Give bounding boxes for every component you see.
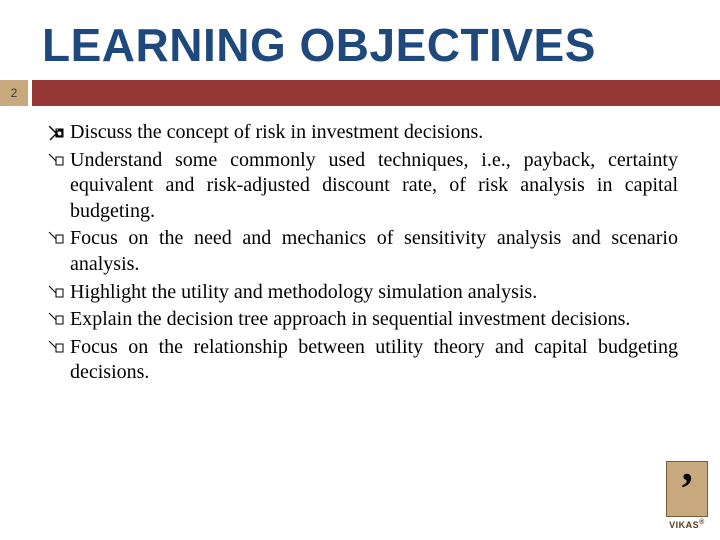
bullet-arrow-icon (48, 285, 64, 301)
bullet-text: Explain the decision tree approach in se… (70, 307, 678, 333)
brand-name: VIKAS (669, 520, 699, 530)
list-item: Focus on the relationship between utilit… (48, 335, 678, 386)
bullet-text: Understand some commonly used techniques… (70, 148, 678, 225)
bullet-arrow-icon (48, 231, 64, 247)
bullet-arrow-icon (48, 312, 64, 328)
slide-title: LEARNING OBJECTIVES (0, 0, 720, 80)
bullet-text: Highlight the utility and methodology si… (70, 280, 678, 306)
list-item: Explain the decision tree approach in se… (48, 307, 678, 333)
bullet-arrow-icon (48, 340, 64, 356)
registered-mark: ® (699, 519, 705, 526)
page-number: 2 (0, 80, 28, 106)
list-item: Understand some commonly used techniques… (48, 148, 678, 225)
content-area: Discuss the concept of risk in investmen… (0, 106, 720, 386)
bullet-text: Discuss the concept of risk in investmen… (70, 120, 678, 146)
logo-mark: ’ (680, 476, 695, 502)
list-item: Discuss the concept of risk in investmen… (48, 120, 678, 146)
list-item: Highlight the utility and methodology si… (48, 280, 678, 306)
bullet-arrow-icon (48, 125, 64, 141)
logo-brand-text: VIKAS® (666, 519, 708, 530)
header-bar: 2 (0, 80, 720, 106)
accent-bar (32, 80, 720, 106)
bullet-text: Focus on the relationship between utilit… (70, 335, 678, 386)
publisher-logo: ’ VIKAS® (666, 461, 708, 530)
slide-container: LEARNING OBJECTIVES 2 Discuss the concep… (0, 0, 720, 540)
list-item: Focus on the need and mechanics of sensi… (48, 226, 678, 277)
bullet-arrow-icon (48, 153, 64, 169)
bullet-text: Focus on the need and mechanics of sensi… (70, 226, 678, 277)
logo-box: ’ (666, 461, 708, 517)
